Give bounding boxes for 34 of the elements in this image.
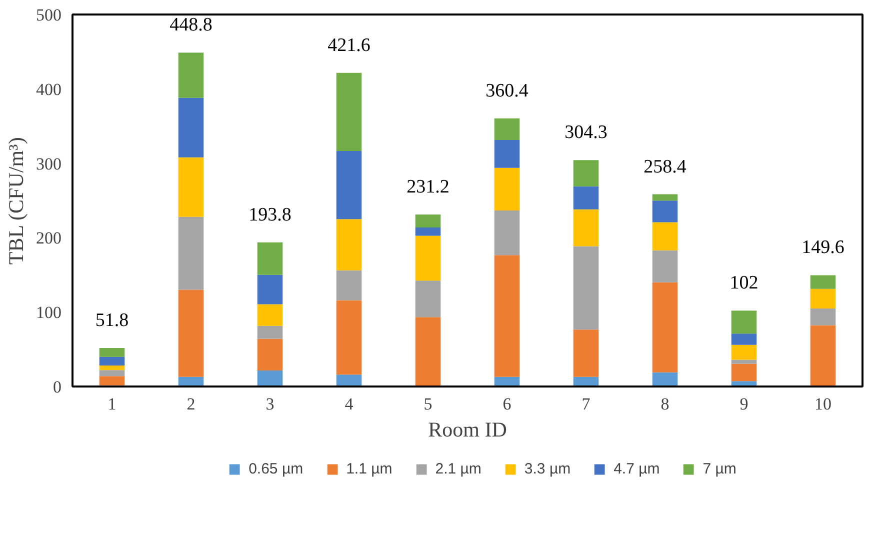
legend-label: 0.65 µm — [248, 460, 304, 478]
x-tick-label: 5 — [424, 394, 432, 414]
x-tick-label: 8 — [660, 394, 670, 414]
x-tick-label: 7 — [582, 394, 591, 414]
total-label: 360.4 — [486, 80, 529, 102]
total-label: 258.4 — [644, 156, 687, 178]
x-tick-label: 2 — [186, 394, 196, 414]
x-tick-label: 6 — [502, 394, 512, 414]
total-label: 149.6 — [802, 237, 844, 258]
y-tick-label: 500 — [36, 6, 62, 24]
total-label: 102 — [730, 272, 758, 294]
total-label: 193.8 — [248, 204, 292, 226]
x-tick-label: 3 — [266, 394, 274, 414]
total-label: 304.3 — [564, 122, 608, 144]
x-tick-label: 10 — [814, 394, 832, 414]
x-tick-label: 9 — [740, 394, 748, 414]
x-tick-label: 1 — [108, 394, 116, 414]
legend-label: 4.7 µm — [614, 460, 660, 478]
total-label: 421.6 — [328, 34, 370, 56]
legend-label: 3.3 µm — [524, 460, 571, 478]
legend-label: 7 µm — [702, 460, 736, 478]
total-label: 231.2 — [406, 176, 450, 198]
x-axis-title: Room ID — [428, 418, 507, 442]
total-label: 51.8 — [95, 310, 129, 331]
total-label: 448.8 — [170, 14, 212, 36]
x-tick-label: 4 — [344, 394, 354, 414]
y-tick-label: 300 — [36, 154, 62, 174]
y-tick-label: 400 — [36, 80, 62, 99]
y-axis-title: TBL (CFU/m³) — [4, 137, 28, 265]
legend-label: 1.1 µm — [346, 460, 392, 478]
y-tick-label: 200 — [36, 228, 62, 248]
y-tick-label: 0 — [53, 378, 62, 396]
y-tick-label: 100 — [36, 303, 62, 322]
legend-label: 2.1 µm — [435, 460, 482, 478]
